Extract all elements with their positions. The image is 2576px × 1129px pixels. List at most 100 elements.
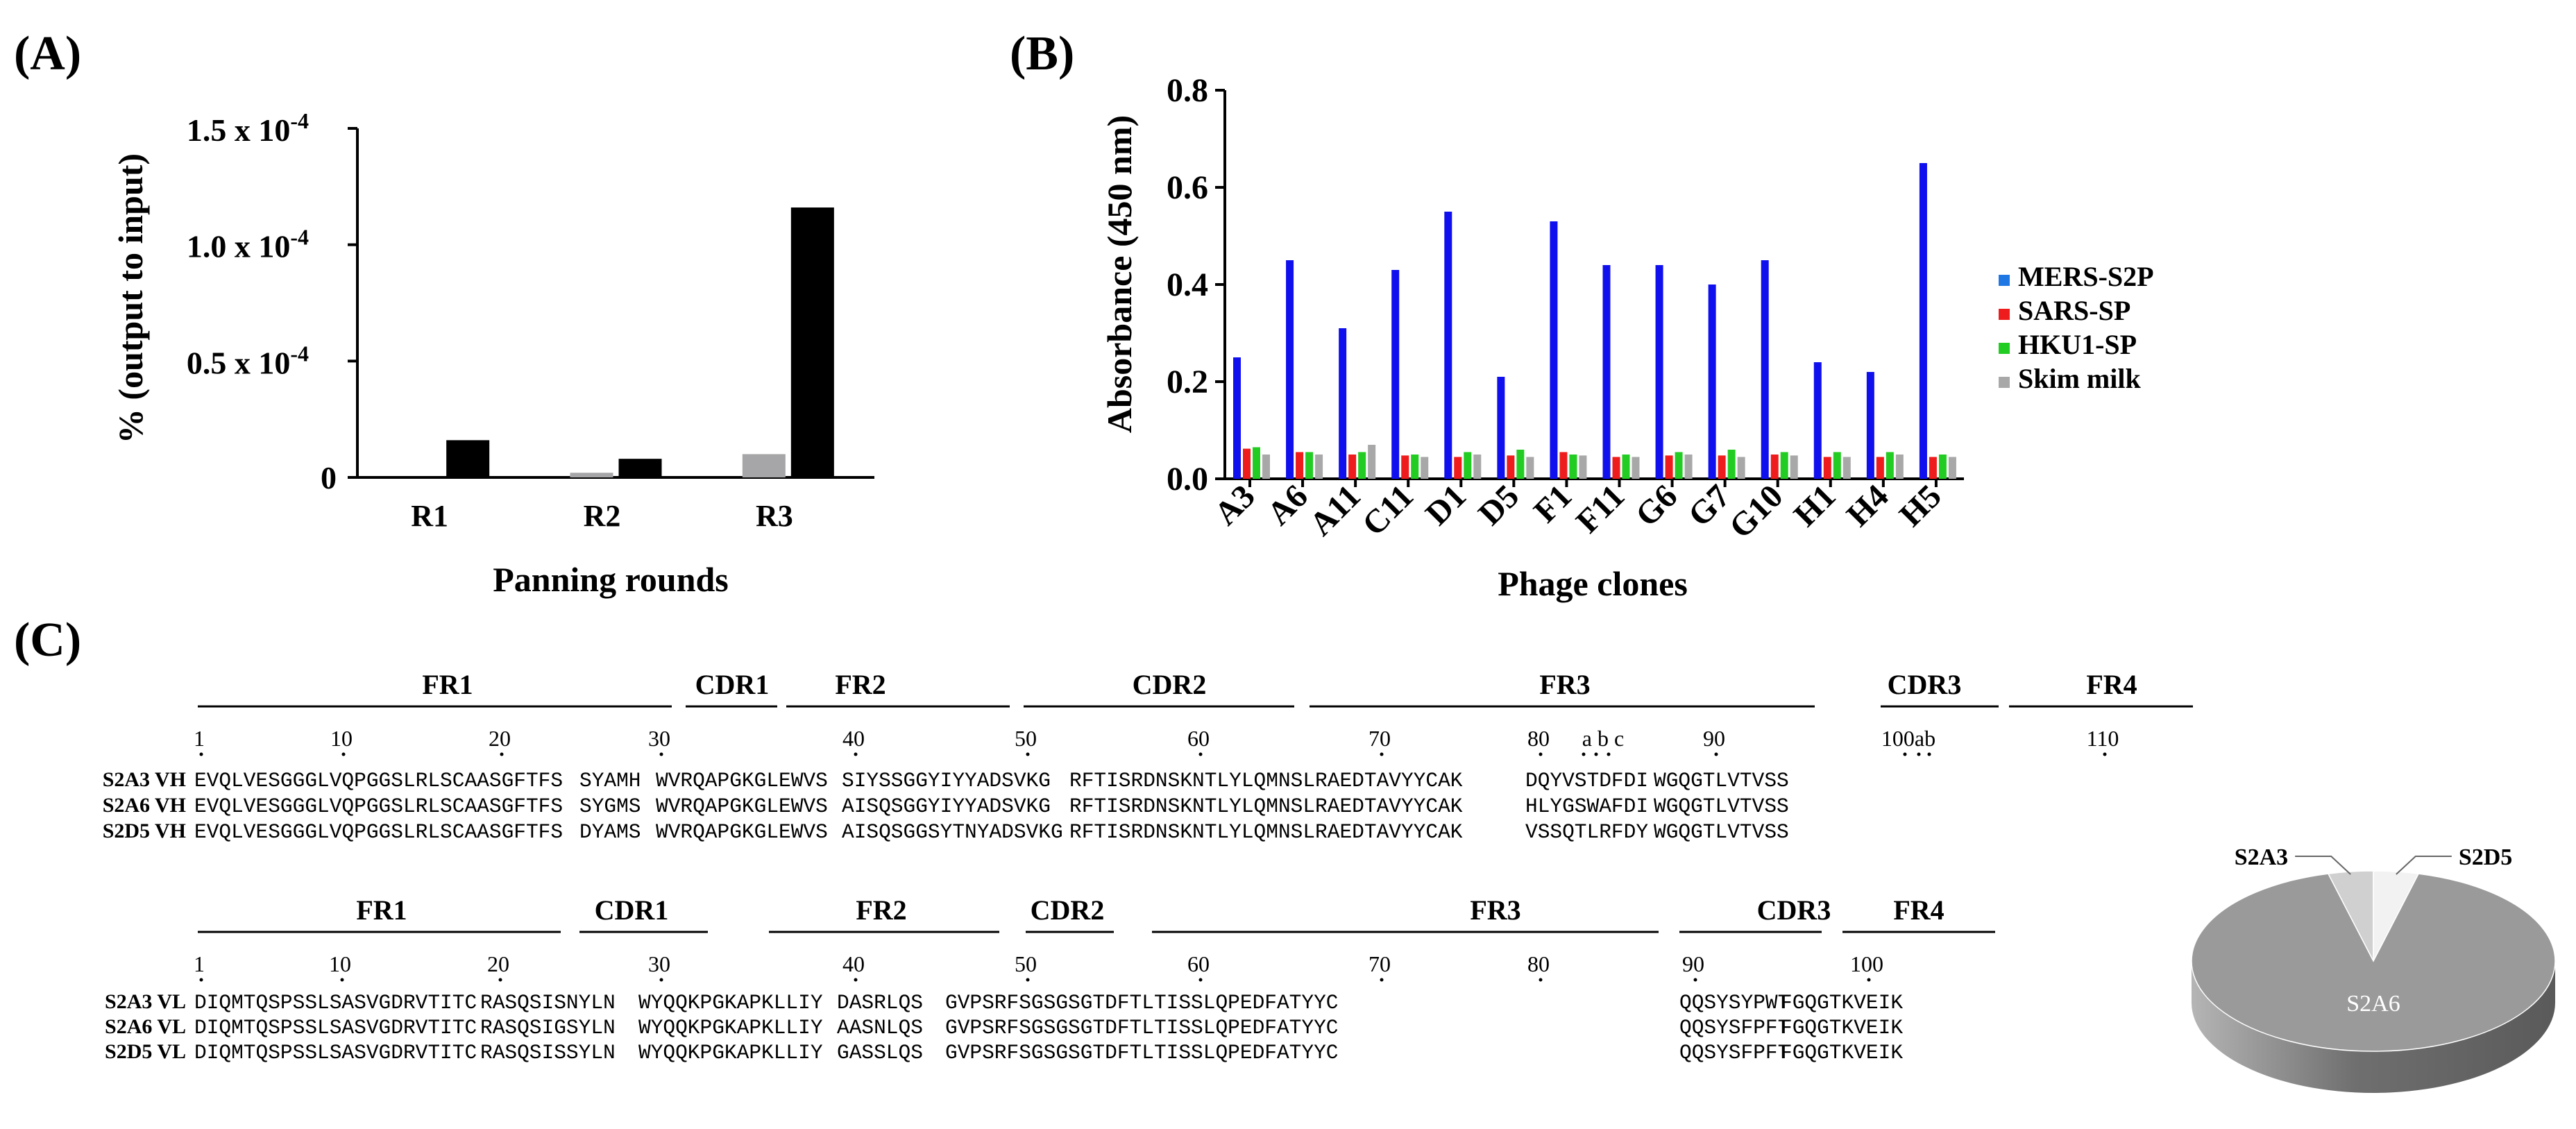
chart-b-bar-h5-skim-milk bbox=[1948, 457, 1956, 479]
position-number: a b c bbox=[1582, 726, 1624, 751]
chart-a-x-tick-label: R2 bbox=[584, 499, 621, 533]
position-dot bbox=[1917, 752, 1921, 756]
chart-b-bar-g7-hku1-sp bbox=[1727, 450, 1736, 479]
sequence-segment: WVRQAPGKGLEWVS bbox=[656, 769, 828, 792]
chart-b-bar-a6-skim-milk bbox=[1315, 455, 1323, 479]
chart-b-bar-g7-mers-s2p bbox=[1708, 285, 1716, 479]
chart-b-bar-f1-mers-s2p bbox=[1550, 221, 1558, 479]
chart-b-y-tick-label: 0.0 bbox=[1167, 461, 1208, 498]
position-dot bbox=[854, 978, 858, 982]
chart-b-bar-a3-mers-s2p bbox=[1233, 357, 1241, 479]
sequence-segment: WGQGTLVTVSS bbox=[1654, 769, 1789, 792]
chart-a-ylabel: % (output to input) bbox=[111, 153, 150, 443]
chart-b-ylabel: Absorbance (450 nm) bbox=[1100, 115, 1139, 433]
sequence-segment: EVQLVESGGGLVQPGGSLRLSCAASGFTFS bbox=[194, 769, 563, 792]
position-dot bbox=[1539, 978, 1543, 982]
sequence-segment: WGQGTLVTVSS bbox=[1654, 820, 1789, 844]
chart-b-bar-d5-skim-milk bbox=[1526, 457, 1534, 479]
position-number: 40 bbox=[842, 951, 865, 976]
sequence-row-name: S2D5 VL bbox=[105, 1040, 186, 1063]
sequence-segment: GVPSRFSGSGSGTDFTLTISSLQPEDFATYYC bbox=[945, 1016, 1339, 1039]
chart-b-x-tick-label: A6 bbox=[1260, 477, 1315, 532]
position-number: 90 bbox=[1703, 726, 1725, 751]
chart-b-bar-h5-hku1-sp bbox=[1938, 455, 1947, 479]
region-label-cdr3: CDR3 bbox=[1888, 669, 1962, 700]
sequence-segment: WYQQKPGKAPKLLIY bbox=[638, 1041, 823, 1064]
sequence-segment: WVRQAPGKGLEWVS bbox=[656, 795, 828, 818]
chart-a-y-tick-label: 1.5 x 10-4 bbox=[187, 108, 309, 148]
position-dot bbox=[199, 752, 203, 756]
panel-label-b: (B) bbox=[1010, 27, 1074, 80]
position-number: 10 bbox=[330, 726, 353, 751]
position-dot bbox=[1198, 752, 1203, 756]
chart-b-x-tick-label: G10 bbox=[1722, 477, 1790, 545]
chart-b-x-tick-label: H1 bbox=[1787, 477, 1843, 534]
chart-b-bar-d1-hku1-sp bbox=[1464, 452, 1472, 479]
position-dot bbox=[1026, 978, 1030, 982]
chart-a-bar-r2-1 bbox=[570, 473, 613, 477]
position-number: 10 bbox=[329, 951, 351, 976]
legend-label: MERS-S2P bbox=[2018, 261, 2154, 292]
region-label-fr3: FR3 bbox=[1539, 669, 1590, 700]
chart-a-bar-r1-2 bbox=[446, 440, 490, 477]
chart-b-bar-h4-mers-s2p bbox=[1866, 372, 1874, 479]
pie-slice-s2a6 bbox=[2191, 873, 2556, 1052]
chart-b-bar-h1-skim-milk bbox=[1842, 457, 1851, 479]
sequence-segment: SYGMS bbox=[579, 795, 641, 818]
chart-b-x-tick-label: D5 bbox=[1471, 477, 1526, 532]
chart-b-y-tick-label: 0.2 bbox=[1167, 364, 1208, 400]
chart-b-bar-c11-hku1-sp bbox=[1411, 455, 1419, 479]
chart-b-bar-g10-skim-milk bbox=[1790, 455, 1798, 479]
chart-b-x-tick-label: F11 bbox=[1569, 477, 1632, 540]
sequence-segment: DIQMTQSPSSLSASVGDRVTITC bbox=[194, 1041, 477, 1064]
sequence-segment: RFTISRDNSKNTLYLQMNSLRAEDTAVYYCAK bbox=[1069, 769, 1463, 792]
chart-b-bar-h4-skim-milk bbox=[1895, 455, 1904, 479]
chart-b-x-tick-label: H4 bbox=[1840, 477, 1896, 534]
alignment-vl: FR1 CDR1 FR2 CDR2 FR3 CDR3 FR4 1 10 20 30 40 50 60 70 8… bbox=[105, 894, 1995, 1064]
region-label-fr1: FR1 bbox=[356, 894, 407, 926]
position-number: 80 bbox=[1527, 951, 1550, 976]
region-label-cdr2: CDR2 bbox=[1133, 669, 1207, 700]
position-number: 110 bbox=[2087, 726, 2119, 751]
chart-b-bar-a6-hku1-sp bbox=[1305, 452, 1314, 479]
position-dot bbox=[1607, 752, 1611, 756]
chart-b-bar-g7-sars-sp bbox=[1718, 455, 1726, 479]
sequence-segment: DYAMS bbox=[579, 820, 641, 844]
chart-b-y-tick-label: 0.6 bbox=[1167, 169, 1208, 206]
position-dot bbox=[1539, 752, 1543, 756]
legend-label: SARS-SP bbox=[2018, 295, 2130, 326]
chart-b-bar-a11-mers-s2p bbox=[1339, 328, 1347, 479]
sequence-segment: DIQMTQSPSSLSASVGDRVTITC bbox=[194, 1016, 477, 1039]
region-label-fr2: FR2 bbox=[835, 669, 886, 700]
sequence-segment: EVQLVESGGGLVQPGGSLRLSCAASGFTFS bbox=[194, 820, 563, 844]
chart-b-bar-f1-sars-sp bbox=[1559, 452, 1568, 479]
region-label-fr4: FR4 bbox=[1893, 894, 1944, 926]
clone-pie-chart: S2A6 S2A3 S2D5 bbox=[2191, 844, 2556, 1093]
chart-b-bar-f11-mers-s2p bbox=[1602, 265, 1611, 479]
chart-b-bar-d1-sars-sp bbox=[1454, 457, 1462, 479]
position-number: 20 bbox=[487, 951, 509, 976]
sequence-segment: RASQSISSYLN bbox=[480, 1041, 616, 1064]
legend-swatch-hku1-sp bbox=[1999, 343, 2010, 354]
chart-b-bar-a11-sars-sp bbox=[1348, 455, 1357, 479]
chart-b-bar-g7-skim-milk bbox=[1737, 457, 1745, 479]
chart-b-bar-d5-sars-sp bbox=[1507, 455, 1515, 479]
sequence-segment: SYAMH bbox=[579, 769, 641, 792]
position-dot bbox=[1594, 752, 1598, 756]
position-dot bbox=[1693, 978, 1697, 982]
chart-b-x-tick-label: H5 bbox=[1892, 477, 1949, 534]
region-label-cdr1: CDR1 bbox=[595, 894, 669, 926]
pie-leader-s2a3 bbox=[2295, 856, 2351, 875]
chart-a-bar-r2-2 bbox=[618, 459, 662, 477]
position-dot bbox=[1582, 752, 1586, 756]
region-label-cdr2: CDR2 bbox=[1031, 894, 1105, 926]
position-number: 100 bbox=[1850, 951, 1883, 976]
pie-label-s2a3: S2A3 bbox=[2235, 844, 2288, 870]
chart-b-bar-d1-skim-milk bbox=[1473, 455, 1482, 479]
sequence-row-name: S2A6 VH bbox=[103, 794, 186, 817]
legend-swatch-mers-s2p bbox=[1999, 275, 2010, 286]
position-number: 70 bbox=[1368, 951, 1391, 976]
chart-b-bar-g6-mers-s2p bbox=[1655, 265, 1663, 479]
sequence-segment: WYQQKPGKAPKLLIY bbox=[638, 1016, 823, 1039]
